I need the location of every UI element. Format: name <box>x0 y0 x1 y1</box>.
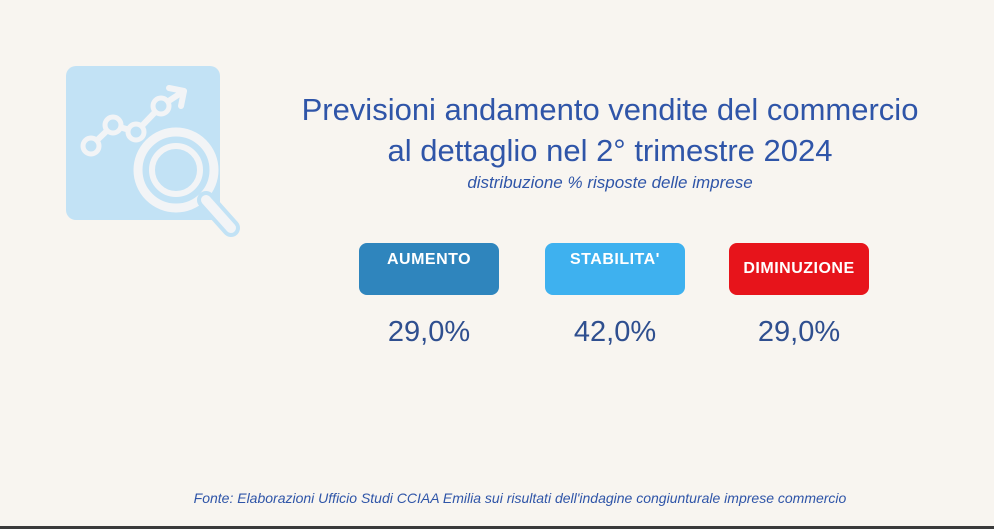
page-subtitle: distribuzione % risposte delle imprese <box>467 173 753 192</box>
source-note: Fonte: Elaborazioni Ufficio Studi CCIAA … <box>193 490 847 506</box>
badge-stabilita: STABILITA' <box>545 243 685 295</box>
value-aumento: 29,0% <box>387 316 471 348</box>
page-title-line2: al dettaglio nel 2° trimestre 2024 <box>387 133 833 168</box>
trend-magnifier-icon <box>80 85 240 237</box>
bottom-divider <box>0 526 994 529</box>
badge-diminuzione: DIMINUZIONE <box>729 243 869 295</box>
badge-aumento: AUMENTO <box>359 243 499 295</box>
value-diminuzione: 29,0% <box>757 316 841 348</box>
page-title-line1: Previsioni andamento vendite del commerc… <box>301 92 919 127</box>
value-stabilita: 42,0% <box>573 316 657 348</box>
